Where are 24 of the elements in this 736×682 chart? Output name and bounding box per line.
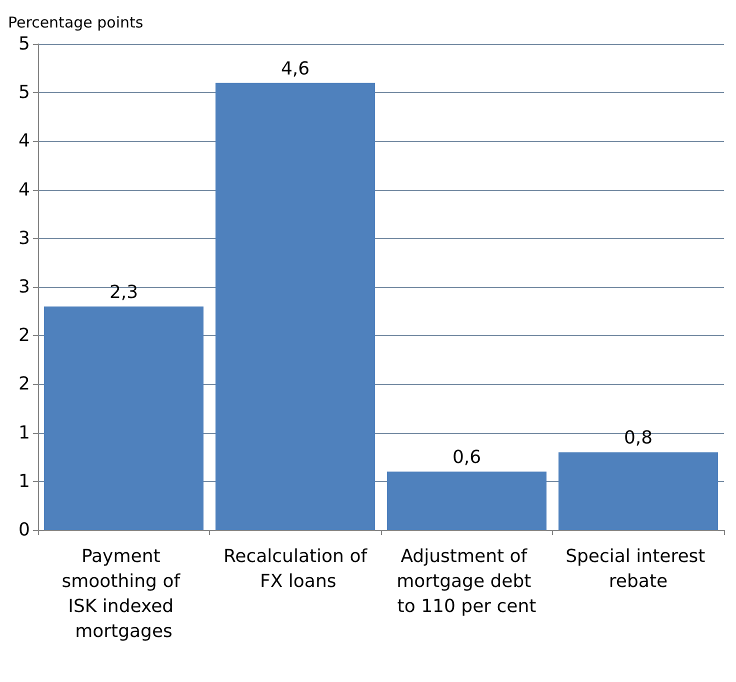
data-label: 0,6 [452,447,482,468]
y-tick-label: 2 [18,325,30,346]
bar [387,472,546,530]
y-axis-title: Percentage points [8,14,144,32]
y-tick-label: 1 [18,422,30,444]
bar [44,306,204,530]
x-tick-label: Recalculation of FX loans [223,546,368,592]
y-tick-label: 0 [18,520,30,540]
y-tick-label: 3 [18,276,30,298]
x-tick-label: Adjustment of mortgage debt to 110 per cent [396,546,537,617]
y-tick-label: 4 [18,130,30,152]
y-tick-label: 5 [18,82,30,104]
bar [558,452,718,530]
x-tick-label: Special interest rebate [566,546,711,592]
data-label: 2,3 [109,282,138,303]
y-tick-label: 3 [18,228,30,249]
bar [216,82,375,530]
y-tick-label: 1 [18,470,30,492]
x-tick-label: Payment smoothing of ISK indexed mortgages [62,546,186,642]
data-label: 4,6 [280,58,310,80]
y-tick-label: 5 [18,34,30,54]
y-tick-label: 2 [18,374,30,395]
data-label: 0,8 [624,428,653,449]
y-tick-label: 4 [18,179,30,200]
